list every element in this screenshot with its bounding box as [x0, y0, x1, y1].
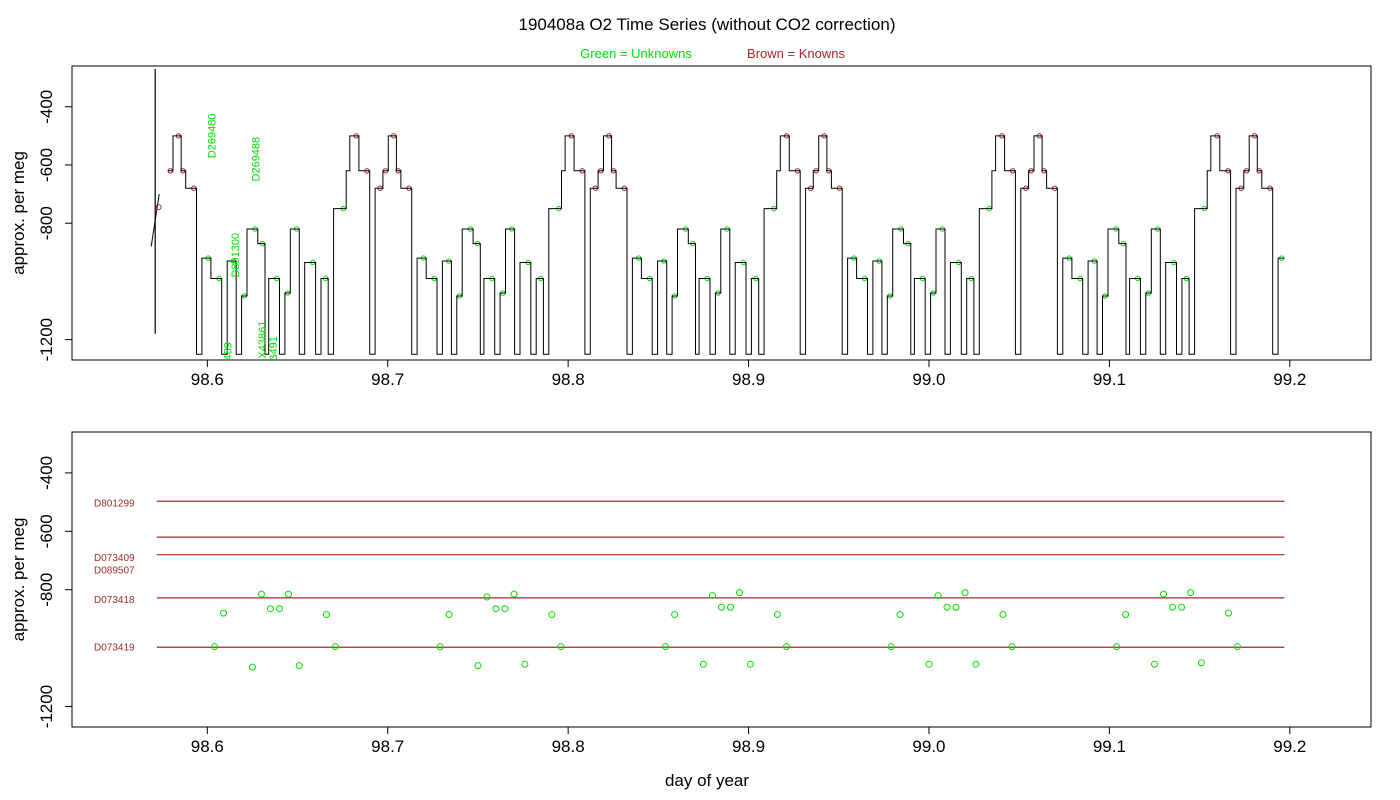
unknown-point: [896, 611, 904, 619]
unknown-point: [1224, 609, 1232, 617]
plot-area: [150, 68, 1285, 355]
y-axis-label: approx. per meg: [9, 518, 28, 642]
unknown-point: [1197, 659, 1205, 667]
unknown-point: [727, 603, 735, 611]
x-tick-label: 99.2: [1273, 737, 1306, 756]
known-marker: [155, 204, 162, 211]
unknown-point: [483, 593, 491, 601]
unknown-point: [1233, 643, 1241, 651]
y-axis-label: approx. per meg: [9, 151, 28, 275]
unknown-point: [961, 589, 969, 597]
unknown-point: [1178, 603, 1186, 611]
unknown-point: [952, 603, 960, 611]
bottom-panel: 98.6 98.7 98.8 98.9 99.0 99.1 99.2 -400 -600 -800…: [9, 431, 1372, 790]
x-tick-label: 98.9: [732, 737, 765, 756]
unknown-point: [548, 611, 556, 619]
sample-annotation: 489: [223, 342, 235, 360]
unknown-point: [943, 603, 951, 611]
unknown-point: [671, 611, 679, 619]
unknown-point: [501, 605, 509, 613]
unknown-point: [662, 643, 670, 651]
unknown-point: [782, 643, 790, 651]
reference-line-label: D073409: [94, 553, 135, 564]
unknown-point: [1169, 603, 1177, 611]
reference-line-label: D089507: [94, 565, 135, 576]
unknown-point: [999, 611, 1007, 619]
reference-line-label: D073418: [94, 595, 135, 606]
x-tick-label: 99.1: [1093, 370, 1126, 389]
y-tick-label: -400: [37, 90, 56, 124]
y-tick-label: -1200: [37, 318, 56, 361]
unknown-point: [1160, 590, 1168, 598]
x-tick-label: 98.9: [732, 370, 765, 389]
x-tick-label: 98.6: [191, 370, 224, 389]
plot-frame: [71, 65, 1372, 361]
y-tick-label: -800: [37, 206, 56, 240]
unknown-point: [736, 589, 744, 597]
x-tick-label: 98.8: [552, 737, 585, 756]
unknown-point: [1113, 643, 1121, 651]
legend-unknowns: Green = Unknowns: [580, 46, 692, 61]
x-axis-label: day of year: [665, 771, 749, 790]
x-tick-label: 99.0: [912, 370, 945, 389]
sample-annotation: X43861: [257, 321, 269, 359]
unknown-point: [773, 611, 781, 619]
unknown-point: [436, 643, 444, 651]
unknown-point: [285, 590, 292, 598]
sample-annotation: D269488: [251, 137, 263, 182]
y-tick-label: -600: [37, 514, 56, 548]
unknown-point: [295, 662, 303, 670]
unknown-point: [708, 592, 716, 600]
o2-trace: [167, 135, 1285, 355]
reference-line-label: D801299: [94, 499, 135, 510]
sample-annotation: 3491: [268, 336, 280, 360]
unknown-point: [557, 643, 565, 651]
reference-line-label: D073419: [94, 643, 135, 654]
unknown-point: [492, 605, 500, 613]
unknown-point: [718, 603, 725, 611]
x-tick-label: 99.2: [1273, 370, 1306, 389]
unknown-point: [445, 611, 453, 619]
unknown-point: [1151, 660, 1158, 668]
unknown-point: [211, 643, 219, 651]
x-tick-label: 98.6: [191, 737, 224, 756]
unknown-point: [275, 605, 283, 613]
unknown-point: [746, 660, 754, 668]
x-tick-label: 98.8: [552, 370, 585, 389]
unknown-point: [220, 609, 228, 617]
unknown-point: [699, 660, 707, 668]
y-tick-label: -800: [37, 573, 56, 607]
x-tick-label: 98.7: [371, 737, 404, 756]
unknown-point: [474, 662, 482, 670]
x-tick-label: 99.1: [1093, 737, 1126, 756]
sample-annotation: D269480: [206, 114, 218, 159]
unknown-point: [257, 590, 265, 598]
unknown-point: [266, 605, 274, 613]
startup-spike: [150, 194, 160, 247]
unknown-point: [322, 611, 330, 619]
plot-frame: [71, 431, 1372, 728]
y-tick-label: -400: [37, 456, 56, 490]
unknown-point: [521, 660, 529, 668]
y-tick-label: -1200: [37, 685, 56, 728]
unknown-point: [331, 643, 339, 651]
unknown-point: [934, 592, 942, 600]
chart-title: 190408a O2 Time Series (without CO2 corr…: [518, 15, 895, 34]
unknown-point: [972, 660, 980, 668]
unknown-point: [925, 660, 933, 668]
unknown-point: [1187, 589, 1195, 597]
y-tick-label: -600: [37, 148, 56, 182]
legend-knowns: Brown = Knowns: [747, 46, 845, 61]
unknown-point: [248, 663, 256, 671]
top-panel: 98.6 98.7 98.8 98.9 99.0 99.1 99.2 -400 -600 -800…: [9, 65, 1372, 389]
x-tick-label: 98.7: [371, 370, 404, 389]
unknown-point: [1122, 611, 1130, 619]
unknown-point: [1008, 643, 1016, 651]
plot-area: [156, 500, 1285, 671]
unknown-point: [510, 590, 518, 598]
sample-annotation: D801300: [230, 233, 242, 278]
unknown-point: [887, 643, 895, 651]
x-tick-label: 99.0: [912, 737, 945, 756]
